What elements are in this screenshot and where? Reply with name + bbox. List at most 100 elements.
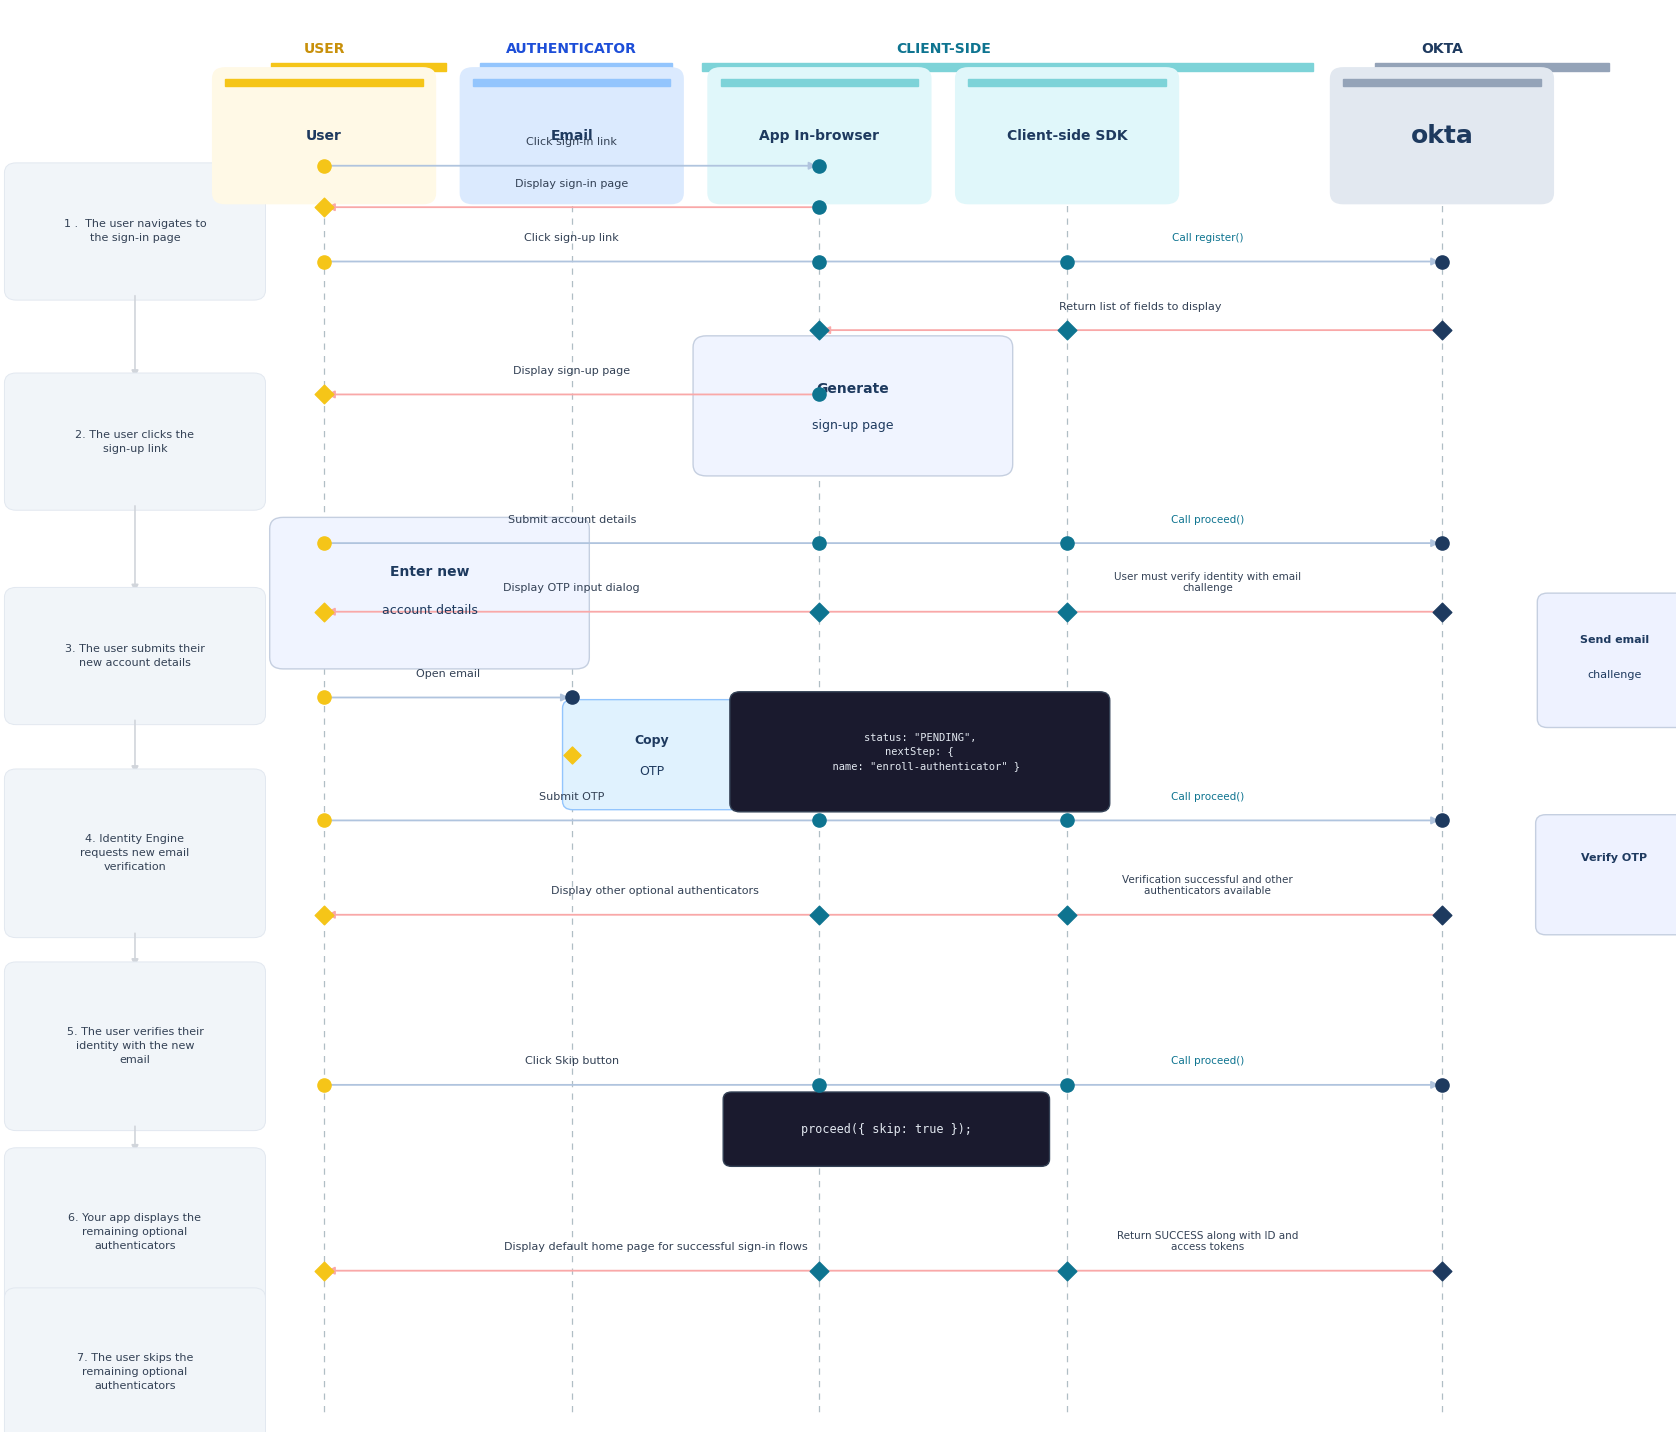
- FancyBboxPatch shape: [955, 67, 1179, 204]
- Point: [311, 686, 337, 709]
- Bar: [702, 63, 1313, 72]
- Point: [1054, 903, 1081, 926]
- FancyBboxPatch shape: [270, 518, 589, 669]
- Point: [1054, 250, 1081, 273]
- Bar: [1375, 63, 1608, 72]
- Point: [806, 1073, 833, 1096]
- Point: [311, 1260, 337, 1283]
- FancyBboxPatch shape: [5, 769, 265, 937]
- Point: [311, 809, 337, 832]
- Text: Call proceed(): Call proceed(): [1170, 515, 1244, 525]
- Point: [311, 903, 337, 926]
- Point: [806, 319, 833, 342]
- Text: account details: account details: [381, 604, 477, 617]
- Text: Display other optional authenticators: Display other optional authenticators: [551, 887, 759, 897]
- Point: [1429, 600, 1456, 623]
- Text: Call proceed(): Call proceed(): [1170, 792, 1244, 802]
- Text: Click sign-up link: Click sign-up link: [524, 232, 620, 243]
- Text: Submit OTP: Submit OTP: [539, 792, 604, 802]
- FancyBboxPatch shape: [460, 67, 683, 204]
- Point: [806, 154, 833, 177]
- FancyBboxPatch shape: [562, 700, 742, 809]
- FancyBboxPatch shape: [5, 164, 265, 300]
- FancyBboxPatch shape: [5, 961, 265, 1131]
- Text: Send email: Send email: [1580, 636, 1649, 646]
- FancyBboxPatch shape: [707, 67, 932, 204]
- Point: [1429, 903, 1456, 926]
- Text: Click Skip button: Click Skip button: [524, 1056, 620, 1066]
- Point: [1054, 600, 1081, 623]
- Text: challenge: challenge: [1587, 670, 1642, 680]
- Point: [311, 250, 337, 273]
- FancyBboxPatch shape: [5, 587, 265, 725]
- Text: proceed({ skip: true });: proceed({ skip: true });: [801, 1122, 972, 1135]
- Point: [1429, 1073, 1456, 1096]
- Point: [806, 600, 833, 623]
- Text: Call proceed(): Call proceed(): [1170, 1056, 1244, 1066]
- Text: OTP: OTP: [640, 765, 665, 778]
- FancyBboxPatch shape: [5, 1148, 265, 1316]
- Text: CLIENT-SIDE: CLIENT-SIDE: [897, 42, 991, 56]
- Point: [806, 809, 833, 832]
- Point: [1429, 319, 1456, 342]
- Point: [806, 250, 833, 273]
- FancyBboxPatch shape: [1330, 67, 1555, 204]
- Text: 4. Identity Engine
requests new email
verification: 4. Identity Engine requests new email ve…: [81, 834, 190, 872]
- Bar: [1343, 79, 1541, 86]
- Text: status: "PENDING",
nextStep: {
  name: "enroll-authenticator" }: status: "PENDING", nextStep: { name: "en…: [819, 733, 1019, 771]
- FancyBboxPatch shape: [730, 692, 1110, 812]
- Point: [1429, 250, 1456, 273]
- Point: [1054, 1260, 1081, 1283]
- Bar: [473, 79, 670, 86]
- FancyBboxPatch shape: [1538, 593, 1679, 728]
- FancyBboxPatch shape: [1536, 815, 1679, 934]
- Text: Open email: Open email: [416, 669, 480, 679]
- Text: App In-browser: App In-browser: [759, 129, 880, 142]
- Text: okta: okta: [1410, 123, 1474, 148]
- Text: Display OTP input dialog: Display OTP input dialog: [504, 583, 640, 593]
- Text: Display sign-in page: Display sign-in page: [515, 178, 628, 188]
- Point: [311, 154, 337, 177]
- Text: Enter new: Enter new: [390, 565, 468, 578]
- Text: Click sign-in link: Click sign-in link: [526, 138, 618, 148]
- Point: [559, 743, 586, 766]
- Bar: [969, 79, 1165, 86]
- Text: USER: USER: [304, 42, 344, 56]
- Bar: [270, 63, 447, 72]
- Point: [311, 195, 337, 218]
- Text: 6. Your app displays the
remaining optional
authenticators: 6. Your app displays the remaining optio…: [69, 1213, 201, 1251]
- Text: User must verify identity with email
challenge: User must verify identity with email cha…: [1115, 571, 1301, 593]
- Point: [1429, 809, 1456, 832]
- Text: 5. The user verifies their
identity with the new
email: 5. The user verifies their identity with…: [67, 1027, 203, 1065]
- Point: [1054, 1073, 1081, 1096]
- Bar: [480, 63, 672, 72]
- Point: [1429, 1260, 1456, 1283]
- FancyBboxPatch shape: [5, 373, 265, 511]
- Text: 2. The user clicks the
sign-up link: 2. The user clicks the sign-up link: [76, 429, 195, 453]
- Point: [1054, 531, 1081, 554]
- Text: sign-up page: sign-up page: [813, 419, 893, 432]
- Point: [806, 1260, 833, 1283]
- Text: 1 .  The user navigates to
the sign-in page: 1 . The user navigates to the sign-in pa…: [64, 220, 207, 244]
- Point: [559, 686, 586, 709]
- Text: Submit account details: Submit account details: [507, 515, 636, 525]
- Text: Display default home page for successful sign-in flows: Display default home page for successful…: [504, 1243, 808, 1253]
- Text: 3. The user submits their
new account details: 3. The user submits their new account de…: [65, 644, 205, 669]
- Text: User: User: [306, 129, 343, 142]
- Text: OKTA: OKTA: [1420, 42, 1462, 56]
- Point: [311, 531, 337, 554]
- Text: Generate: Generate: [816, 382, 890, 396]
- Text: Display sign-up page: Display sign-up page: [514, 366, 630, 376]
- Text: Return list of fields to display: Return list of fields to display: [1059, 301, 1222, 311]
- Point: [311, 1073, 337, 1096]
- Point: [806, 383, 833, 406]
- Text: Copy: Copy: [635, 733, 670, 746]
- FancyBboxPatch shape: [724, 1092, 1049, 1167]
- Point: [806, 195, 833, 218]
- FancyBboxPatch shape: [693, 336, 1012, 476]
- FancyBboxPatch shape: [212, 67, 437, 204]
- Text: Client-side SDK: Client-side SDK: [1007, 129, 1127, 142]
- Point: [806, 903, 833, 926]
- Text: Verification successful and other
authenticators available: Verification successful and other authen…: [1122, 874, 1293, 897]
- Point: [311, 383, 337, 406]
